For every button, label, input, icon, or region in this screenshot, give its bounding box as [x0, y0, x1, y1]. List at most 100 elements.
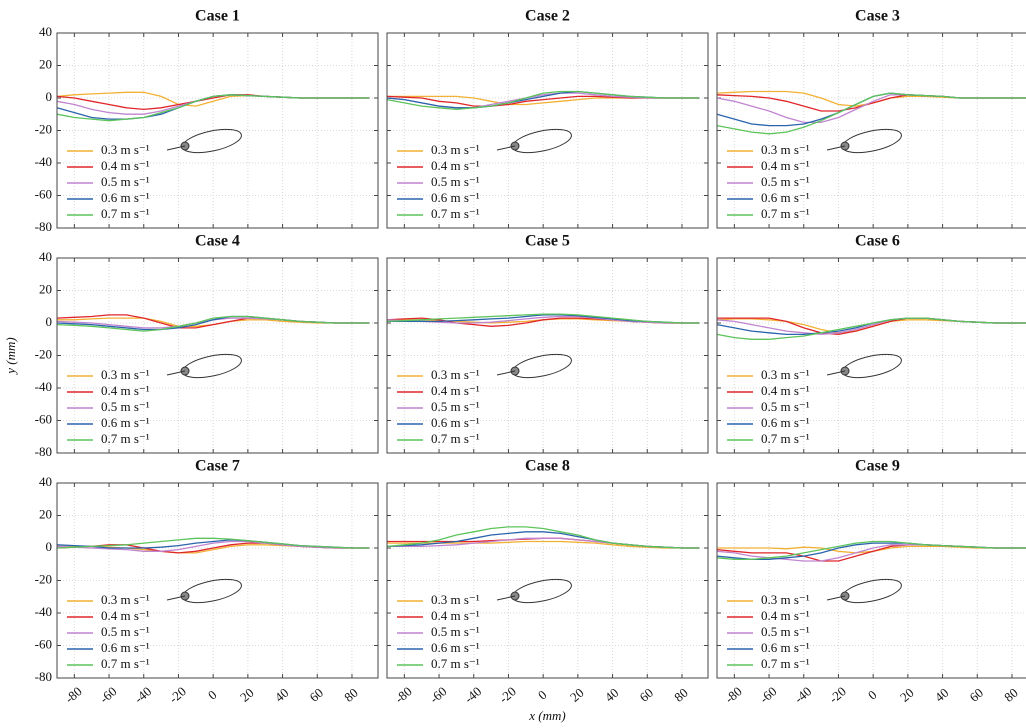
fish-icon [512, 353, 572, 379]
legend-label: 0.5 m s⁻¹ [431, 399, 480, 414]
y-tick-label: 20 [39, 56, 52, 71]
panel: Case 1 -80 -60 -40 -20 0 20 40 0.3 m s⁻¹0.4 m s⁻… [35, 8, 379, 234]
legend-label: 0.5 m s⁻¹ [761, 174, 810, 189]
fish-icon [496, 595, 516, 601]
legend-label: 0.3 m s⁻¹ [101, 592, 150, 607]
panel: Case 8 -80 -60 -40 -20 0 20 40 60 80 0.3 m s⁻¹0.4 … [386, 458, 709, 723]
legend-label: 0.6 m s⁻¹ [101, 415, 150, 430]
x-tick-label: 40 [272, 685, 292, 705]
x-tick-label: 60 [966, 685, 986, 705]
x-tick-label: 60 [636, 685, 656, 705]
fish-icon [166, 595, 186, 601]
fish-icon [166, 370, 186, 376]
data-line [716, 94, 1026, 124]
x-tick-label: 0 [865, 687, 880, 703]
panel-title: Case 1 [195, 8, 240, 25]
legend-label: 0.5 m s⁻¹ [101, 174, 150, 189]
legend-label: 0.4 m s⁻¹ [101, 608, 150, 623]
fish-icon [496, 145, 516, 151]
legend-label: 0.3 m s⁻¹ [761, 592, 810, 607]
y-tick-label: -60 [35, 636, 52, 651]
panel-title: Case 9 [855, 458, 900, 475]
legend-label: 0.6 m s⁻¹ [431, 640, 480, 655]
legend-label: 0.7 m s⁻¹ [101, 431, 150, 446]
y-tick-label: 0 [46, 89, 53, 104]
plot-frame [716, 482, 1026, 679]
x-tick-label: 0 [205, 687, 220, 703]
x-tick-label: -60 [97, 684, 120, 707]
legend-label: 0.3 m s⁻¹ [761, 367, 810, 382]
legend-label: 0.7 m s⁻¹ [761, 206, 810, 221]
legend-label: 0.7 m s⁻¹ [101, 206, 150, 221]
plot-frame [386, 257, 709, 454]
plot-frame [56, 32, 379, 229]
x-tick-label: -80 [62, 684, 85, 707]
legend-label: 0.3 m s⁻¹ [431, 367, 480, 382]
plot-frame [386, 32, 709, 229]
legend-label: 0.4 m s⁻¹ [761, 158, 810, 173]
plot-frame [716, 32, 1026, 229]
data-line [716, 317, 1026, 340]
legend-label: 0.7 m s⁻¹ [431, 656, 480, 671]
x-tick-label: -40 [791, 684, 814, 707]
data-line [56, 540, 370, 552]
x-tick-label: -20 [826, 684, 849, 707]
y-tick-label: -20 [35, 346, 52, 361]
panel: Case 3 0.3 m s⁻¹0.4 m s⁻¹0.5 m s⁻¹0.6 m s… [716, 8, 1026, 229]
legend-label: 0.7 m s⁻¹ [431, 206, 480, 221]
plot-frame [716, 257, 1026, 454]
y-tick-label: -80 [35, 444, 52, 459]
legend-label: 0.6 m s⁻¹ [761, 190, 810, 205]
plot-frame [56, 482, 379, 679]
y-tick-label: 20 [39, 506, 52, 521]
legend-label: 0.6 m s⁻¹ [761, 640, 810, 655]
y-tick-label: -20 [35, 571, 52, 586]
legend-label: 0.5 m s⁻¹ [101, 624, 150, 639]
plot-frame [386, 482, 709, 679]
legend-label: 0.4 m s⁻¹ [761, 608, 810, 623]
x-tick-label: -80 [722, 684, 745, 707]
y-tick-label: 40 [39, 474, 52, 489]
x-tick-label: -20 [166, 684, 189, 707]
legend-label: 0.7 m s⁻¹ [761, 656, 810, 671]
legend-label: 0.4 m s⁻¹ [761, 383, 810, 398]
y-tick-label: 0 [46, 539, 53, 554]
legend-label: 0.7 m s⁻¹ [431, 431, 480, 446]
legend-label: 0.5 m s⁻¹ [431, 624, 480, 639]
data-line [56, 315, 370, 332]
legend-label: 0.5 m s⁻¹ [761, 399, 810, 414]
fish-icon [512, 128, 572, 154]
x-tick-label: -80 [392, 684, 415, 707]
legend-label: 0.3 m s⁻¹ [431, 592, 480, 607]
data-line [386, 313, 700, 324]
y-tick-label: 40 [39, 249, 52, 264]
panel-title: Case 4 [195, 233, 240, 250]
legend-label: 0.4 m s⁻¹ [431, 383, 480, 398]
y-tick-label: 20 [39, 281, 52, 296]
legend-label: 0.4 m s⁻¹ [431, 158, 480, 173]
y-tick-label: -40 [35, 379, 52, 394]
x-tick-label: 40 [932, 685, 952, 705]
legend-label: 0.5 m s⁻¹ [101, 399, 150, 414]
data-line [386, 90, 700, 111]
data-line [56, 94, 370, 122]
plot-frame [56, 257, 379, 454]
legend-label: 0.7 m s⁻¹ [761, 431, 810, 446]
y-axis-label: y (mm) [3, 337, 18, 375]
legend-label: 0.3 m s⁻¹ [431, 142, 480, 157]
fish-icon [826, 370, 846, 376]
x-tick-label: 80 [671, 685, 691, 705]
legend-label: 0.4 m s⁻¹ [101, 383, 150, 398]
legend-label: 0.7 m s⁻¹ [101, 656, 150, 671]
legend-label: 0.6 m s⁻¹ [431, 190, 480, 205]
panel: Case 2 0.3 m s⁻¹0.4 m s⁻¹0.5 m s⁻¹0.6 m s… [386, 8, 709, 229]
fish-icon [842, 578, 902, 604]
fish-icon [842, 128, 902, 154]
data-line [56, 537, 370, 549]
panel: Case 7 -80 -60 -40 -20 0 20 40 -80 -60 -40 -20 0 20 40… [35, 458, 379, 707]
x-tick-label: 80 [341, 685, 361, 705]
x-tick-label: 20 [897, 685, 917, 705]
x-tick-label: -60 [757, 684, 780, 707]
y-tick-label: -60 [35, 186, 52, 201]
